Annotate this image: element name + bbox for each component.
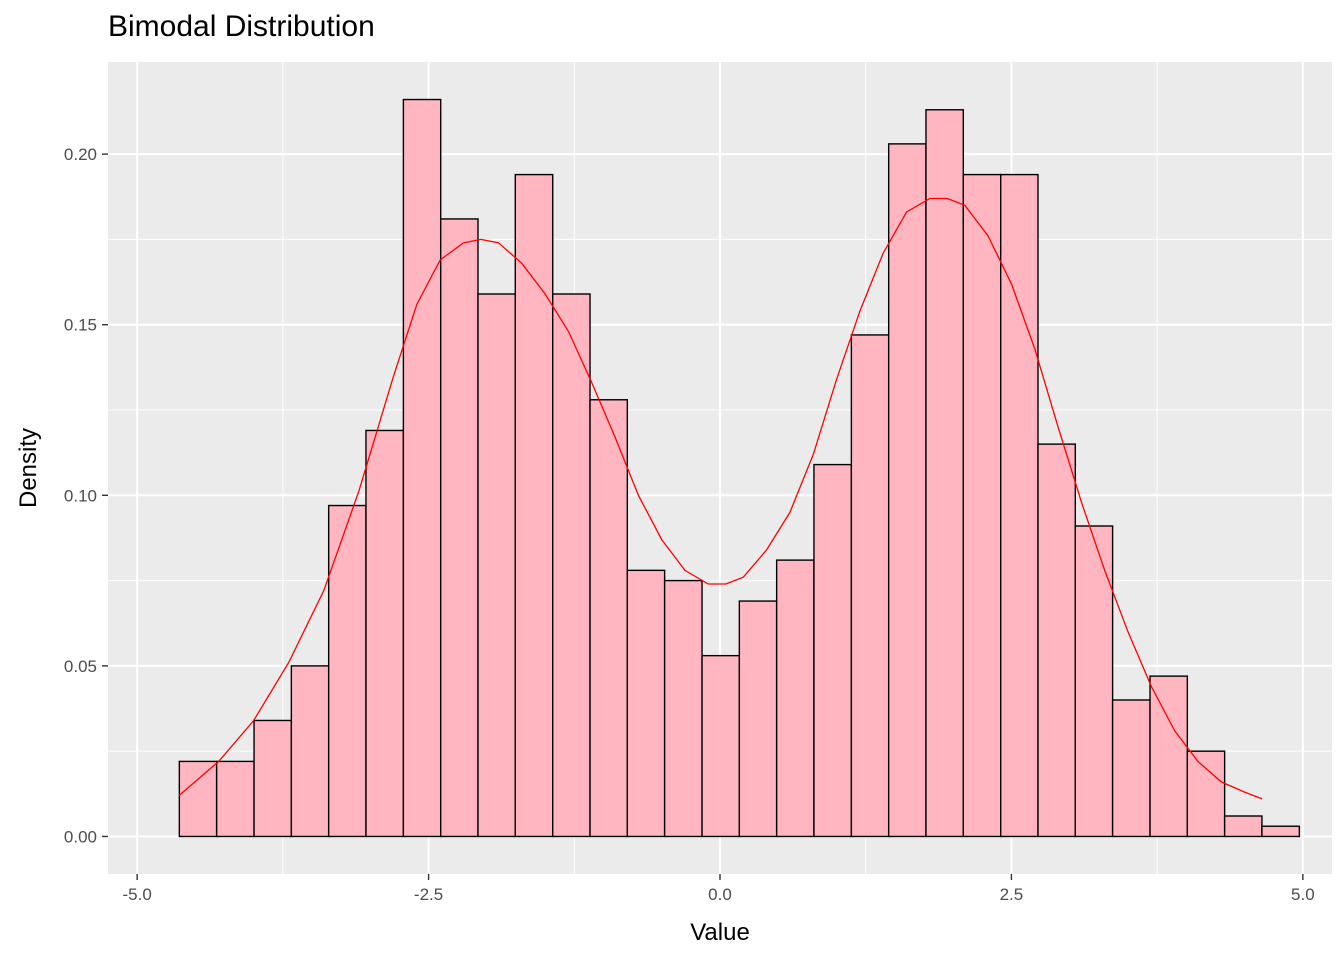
histogram-bar	[552, 293, 591, 838]
y-tick-label: 0.15	[64, 316, 97, 335]
y-tick-label: 0.00	[64, 827, 97, 846]
histogram-bar	[253, 719, 293, 838]
histogram-bar	[1074, 525, 1114, 838]
chart-title: Bimodal Distribution	[108, 10, 375, 43]
y-axis-ticks: 0.00 0.05 0.10 0.15 0.20	[64, 145, 108, 846]
histogram-bar	[887, 143, 927, 838]
histogram-bar	[1000, 173, 1039, 838]
histogram-bar	[962, 173, 1002, 838]
y-tick-label: 0.20	[64, 145, 97, 164]
x-axis-ticks: -5.0 -2.5 0.0 2.5 5.0	[122, 874, 1315, 904]
x-tick-label: -5.0	[122, 885, 151, 904]
histogram-bar	[589, 399, 629, 838]
y-tick-label: 0.10	[64, 486, 97, 505]
histogram-bar	[290, 665, 330, 838]
y-tick-label: 0.05	[64, 657, 97, 676]
histogram-bar	[775, 559, 815, 838]
histogram-bar	[1186, 750, 1226, 838]
histogram-bar	[813, 463, 853, 838]
histogram-bar	[738, 600, 778, 838]
histogram-bar	[1037, 443, 1077, 838]
x-axis-title: Value	[690, 919, 750, 946]
histogram-bar	[215, 760, 255, 838]
histogram-bar	[925, 109, 964, 838]
histogram-bar	[514, 173, 554, 838]
x-tick-label: 2.5	[1000, 885, 1024, 904]
histogram-bar	[626, 569, 666, 838]
x-tick-label: -2.5	[414, 885, 443, 904]
y-axis-title: Density	[15, 428, 42, 508]
histogram-bar	[365, 429, 405, 838]
histogram-bar	[1111, 699, 1151, 838]
histogram-bar	[327, 504, 367, 838]
histogram-bar	[850, 334, 890, 838]
x-tick-label: 0.0	[708, 885, 732, 904]
histogram-bar	[178, 760, 218, 838]
histogram-bar	[1261, 825, 1301, 838]
histogram-bar	[477, 293, 517, 838]
histogram-bar	[439, 218, 479, 838]
histogram-bar	[663, 579, 703, 838]
histogram-bar	[1223, 815, 1263, 838]
x-tick-label: 5.0	[1291, 885, 1315, 904]
histogram-bar	[402, 98, 442, 838]
histogram-bar	[701, 654, 741, 838]
density-curve	[178, 197, 1263, 800]
histogram-bars	[178, 98, 1301, 838]
histogram-bar	[1149, 675, 1189, 838]
